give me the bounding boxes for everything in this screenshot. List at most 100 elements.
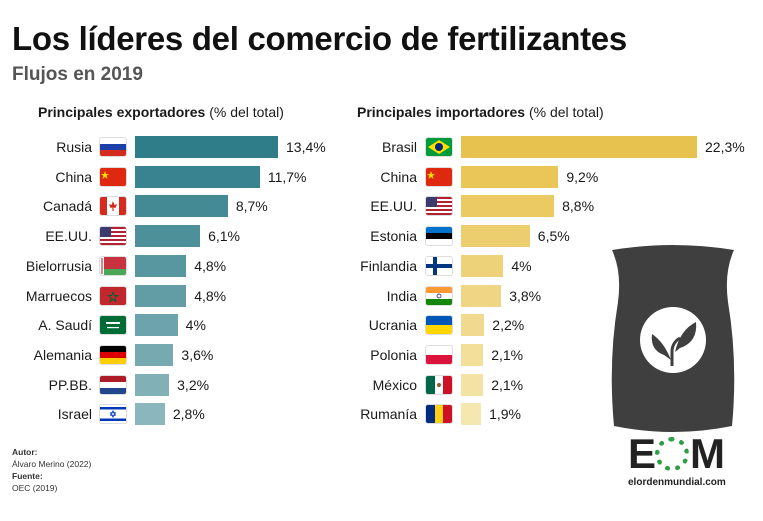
exporter-label: Israel (57, 406, 92, 423)
exporter-value-label: 11,7% (267, 168, 307, 185)
canada-flag (100, 197, 126, 216)
exporter-label: A. Saudí (38, 317, 92, 334)
importer-label: Ucrania (368, 317, 417, 334)
exporter-label: PP.BB. (48, 376, 92, 393)
morocco-flag (100, 286, 126, 305)
source-value: OEC (2019) (12, 483, 58, 493)
exporter-row: Canadá 8,7% (0, 195, 763, 219)
importer-value-label: 9,2% (566, 168, 599, 185)
importer-row: Ucrania 2,2% (0, 314, 763, 338)
exporter-row: A. Saudí 4% (0, 314, 763, 338)
fertilizer-bag-icon (611, 245, 735, 432)
source-label: Fuente: (12, 471, 43, 481)
importer-row: India 3,8% (0, 284, 763, 309)
exporter-label: Bielorrusia (25, 257, 92, 274)
netherlands-flag (100, 375, 126, 394)
exporter-row: Bielorrusia 4,8% (0, 254, 763, 279)
logo-site: elordenmundial.com (628, 477, 726, 488)
importer-bar (461, 403, 482, 426)
importer-label: Brasil (381, 139, 417, 155)
importer-bar (461, 225, 530, 248)
exporter-label: Alemania (33, 346, 92, 363)
exporter-row: Israel 2,8% (0, 403, 763, 427)
leaf-right (675, 322, 697, 352)
exporter-bar (135, 165, 260, 188)
importer-row: Brasil 22,3% (0, 136, 763, 160)
exporter-value-label: 3,6% (181, 346, 214, 363)
exporter-row: China 11,7% (0, 165, 763, 190)
exporter-label: Canadá (42, 198, 92, 215)
ukraine-flag (426, 316, 452, 335)
exporter-bar (135, 225, 201, 248)
importer-row: Polonia 2,1% (0, 343, 763, 368)
page-title: Los líderes del comercio de fertilizante… (12, 20, 627, 57)
exporter-bar (135, 343, 174, 366)
importer-row: Estonia 6,5% (0, 225, 763, 249)
importer-label: Estonia (370, 228, 417, 245)
exporter-bar (135, 195, 228, 218)
israel-flag (100, 405, 126, 424)
exporter-bar (135, 403, 165, 426)
india-flag (426, 286, 452, 305)
importer-bar (461, 284, 502, 307)
importers-panel-title: Principales importadores (% del total) (357, 104, 604, 120)
plant-stem (670, 336, 681, 366)
exporters-title: Principales exportadores (38, 104, 206, 120)
bag-badge (640, 307, 706, 373)
importer-value-label: 2,1% (491, 346, 524, 363)
importer-label: Polonia (370, 346, 417, 363)
china-flag (426, 167, 452, 186)
exporter-label: EE.UU. (45, 228, 92, 245)
logo-letter-m: M (690, 430, 725, 477)
exporter-value-label: 4% (185, 317, 206, 334)
importer-bar (461, 254, 504, 277)
exporter-bar (135, 284, 187, 307)
estonia-flag (426, 227, 452, 246)
usa-flag (426, 197, 452, 216)
importer-label: México (372, 376, 417, 393)
exporter-value-label: 4,8% (194, 287, 227, 304)
importer-label: Rumanía (360, 406, 417, 423)
importer-value-label: 2,1% (491, 376, 524, 393)
exporter-row: PP.BB. 3,2% (0, 373, 763, 398)
exporter-bar (135, 136, 278, 158)
importer-label: EE.UU. (370, 198, 417, 215)
importer-label: India (386, 287, 417, 304)
romania-flag (426, 405, 452, 424)
importer-row: Finlandia 4% (0, 254, 763, 279)
china-flag (100, 167, 126, 186)
author-label: Autor: (12, 447, 38, 457)
importer-value-label: 4% (511, 257, 532, 274)
importer-bar (461, 165, 559, 188)
importer-bar (461, 343, 484, 366)
importer-label: Finlandia (360, 257, 417, 274)
exporter-bar (135, 373, 170, 396)
eom-logo[interactable]: E M elordenmundial.com (628, 432, 758, 492)
exporter-value-label: 6,1% (208, 228, 241, 245)
importer-value-label: 6,5% (537, 228, 570, 245)
exporter-row: Alemania 3,6% (0, 343, 763, 368)
importer-bar (461, 373, 484, 396)
credits: Autor: Álvaro Merino (2022) Fuente: OEC … (12, 446, 91, 494)
saudi-arabia-flag (100, 316, 126, 335)
poland-flag (426, 345, 452, 364)
usa-flag (100, 227, 126, 246)
importer-row: Rumanía 1,9% (0, 403, 763, 427)
exporter-row: EE.UU. 6,1% (0, 225, 763, 249)
importer-value-label: 22,3% (705, 139, 745, 155)
importer-row: México 2,1% (0, 373, 763, 398)
exporters-unit: (% del total) (209, 104, 284, 120)
importer-label: China (380, 168, 417, 185)
exporter-bar (135, 314, 178, 337)
logo-globe-icon (655, 437, 690, 471)
finland-flag (426, 256, 452, 275)
exporter-label: Marruecos (25, 287, 92, 304)
exporter-value-label: 13,4% (286, 139, 326, 155)
exporter-label: Rusia (56, 139, 92, 155)
author-value: Álvaro Merino (2022) (12, 459, 92, 469)
logo-mark: E M (628, 432, 758, 476)
importer-bar (461, 314, 485, 337)
mexico-flag (426, 375, 452, 394)
importer-bar (461, 195, 555, 218)
